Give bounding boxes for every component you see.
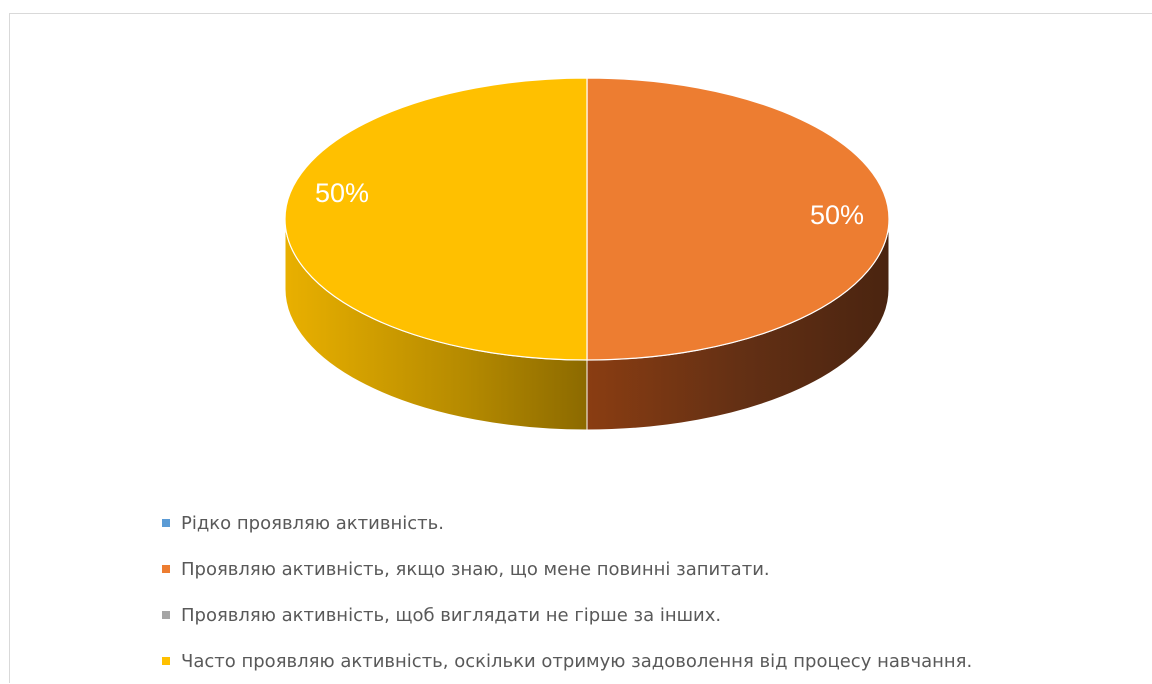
legend-swatch [162, 657, 170, 665]
legend-label: Рідко проявляю активність. [181, 512, 444, 534]
legend-item: Проявляю активність, щоб виглядати не гі… [162, 592, 972, 638]
data-label: 50% [810, 200, 864, 230]
legend-item: Рідко проявляю активність. [162, 500, 972, 546]
legend-swatch [162, 565, 170, 573]
legend-item: Часто проявляю активність, оскільки отри… [162, 638, 972, 684]
chart-legend: Рідко проявляю активність. Проявляю акти… [162, 500, 972, 684]
legend-item: Проявляю активність, якщо знаю, що мене … [162, 546, 972, 592]
legend-swatch [162, 611, 170, 619]
pie-slice [586, 77, 890, 361]
legend-swatch [162, 519, 170, 527]
pie-slice [284, 77, 588, 361]
data-label: 50% [315, 178, 369, 208]
legend-label: Проявляю активність, щоб виглядати не гі… [181, 604, 722, 626]
legend-label: Проявляю активність, якщо знаю, що мене … [181, 558, 770, 580]
chart-frame [9, 13, 1152, 683]
legend-label: Часто проявляю активність, оскільки отри… [181, 650, 973, 672]
